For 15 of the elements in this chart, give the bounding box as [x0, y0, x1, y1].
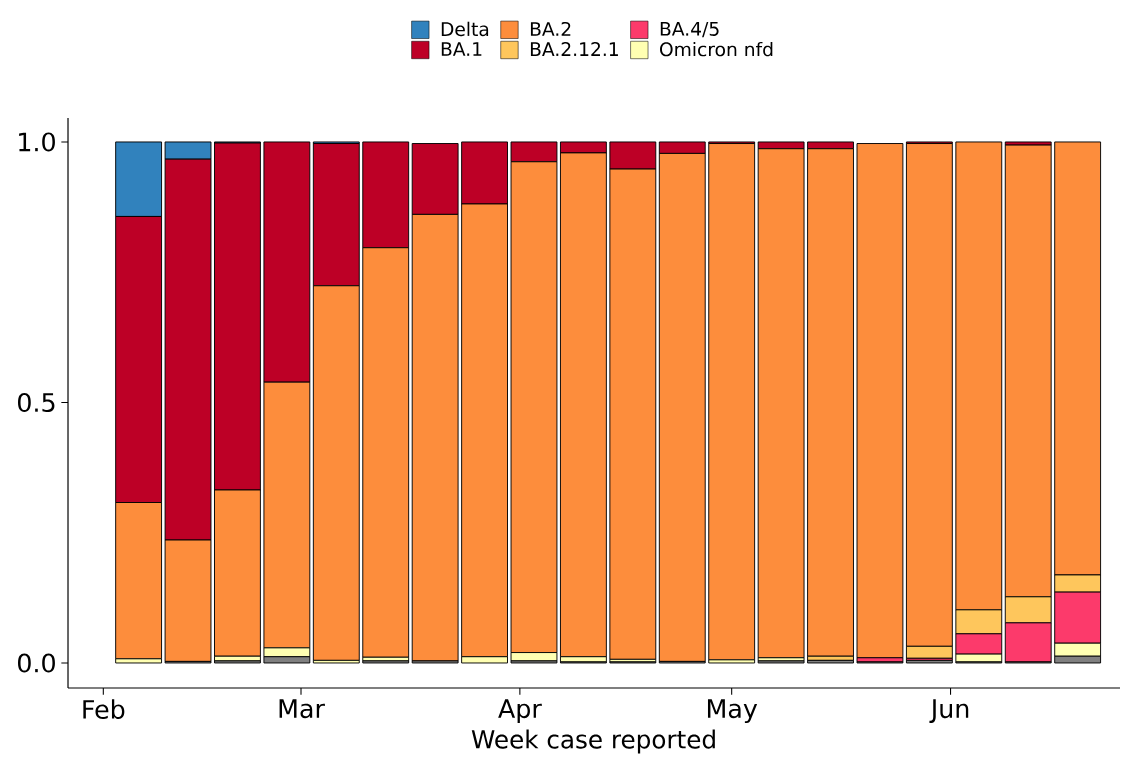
legend-label: BA.4/5: [660, 22, 719, 38]
y-tick-label: 0.5: [18, 392, 55, 413]
x-tick-label: Apr: [498, 699, 542, 724]
y-tick-label: 0.0: [18, 653, 55, 673]
x-axis-title: Week case reported: [471, 729, 715, 754]
x-tick-label: Jun: [929, 699, 969, 723]
legend-label: BA.2: [530, 21, 571, 36]
legend-label: Delta: [441, 21, 489, 37]
x-tick-label: Mar: [279, 699, 325, 719]
x-tick-label: May: [707, 699, 758, 724]
x-tick-label: Feb: [83, 699, 125, 719]
legend-label: BA.1: [441, 42, 482, 56]
legend-label: Omicron nfd: [660, 41, 773, 57]
legend-label: BA.2.12.1: [530, 42, 618, 56]
y-tick-label: 1.0: [19, 132, 55, 152]
